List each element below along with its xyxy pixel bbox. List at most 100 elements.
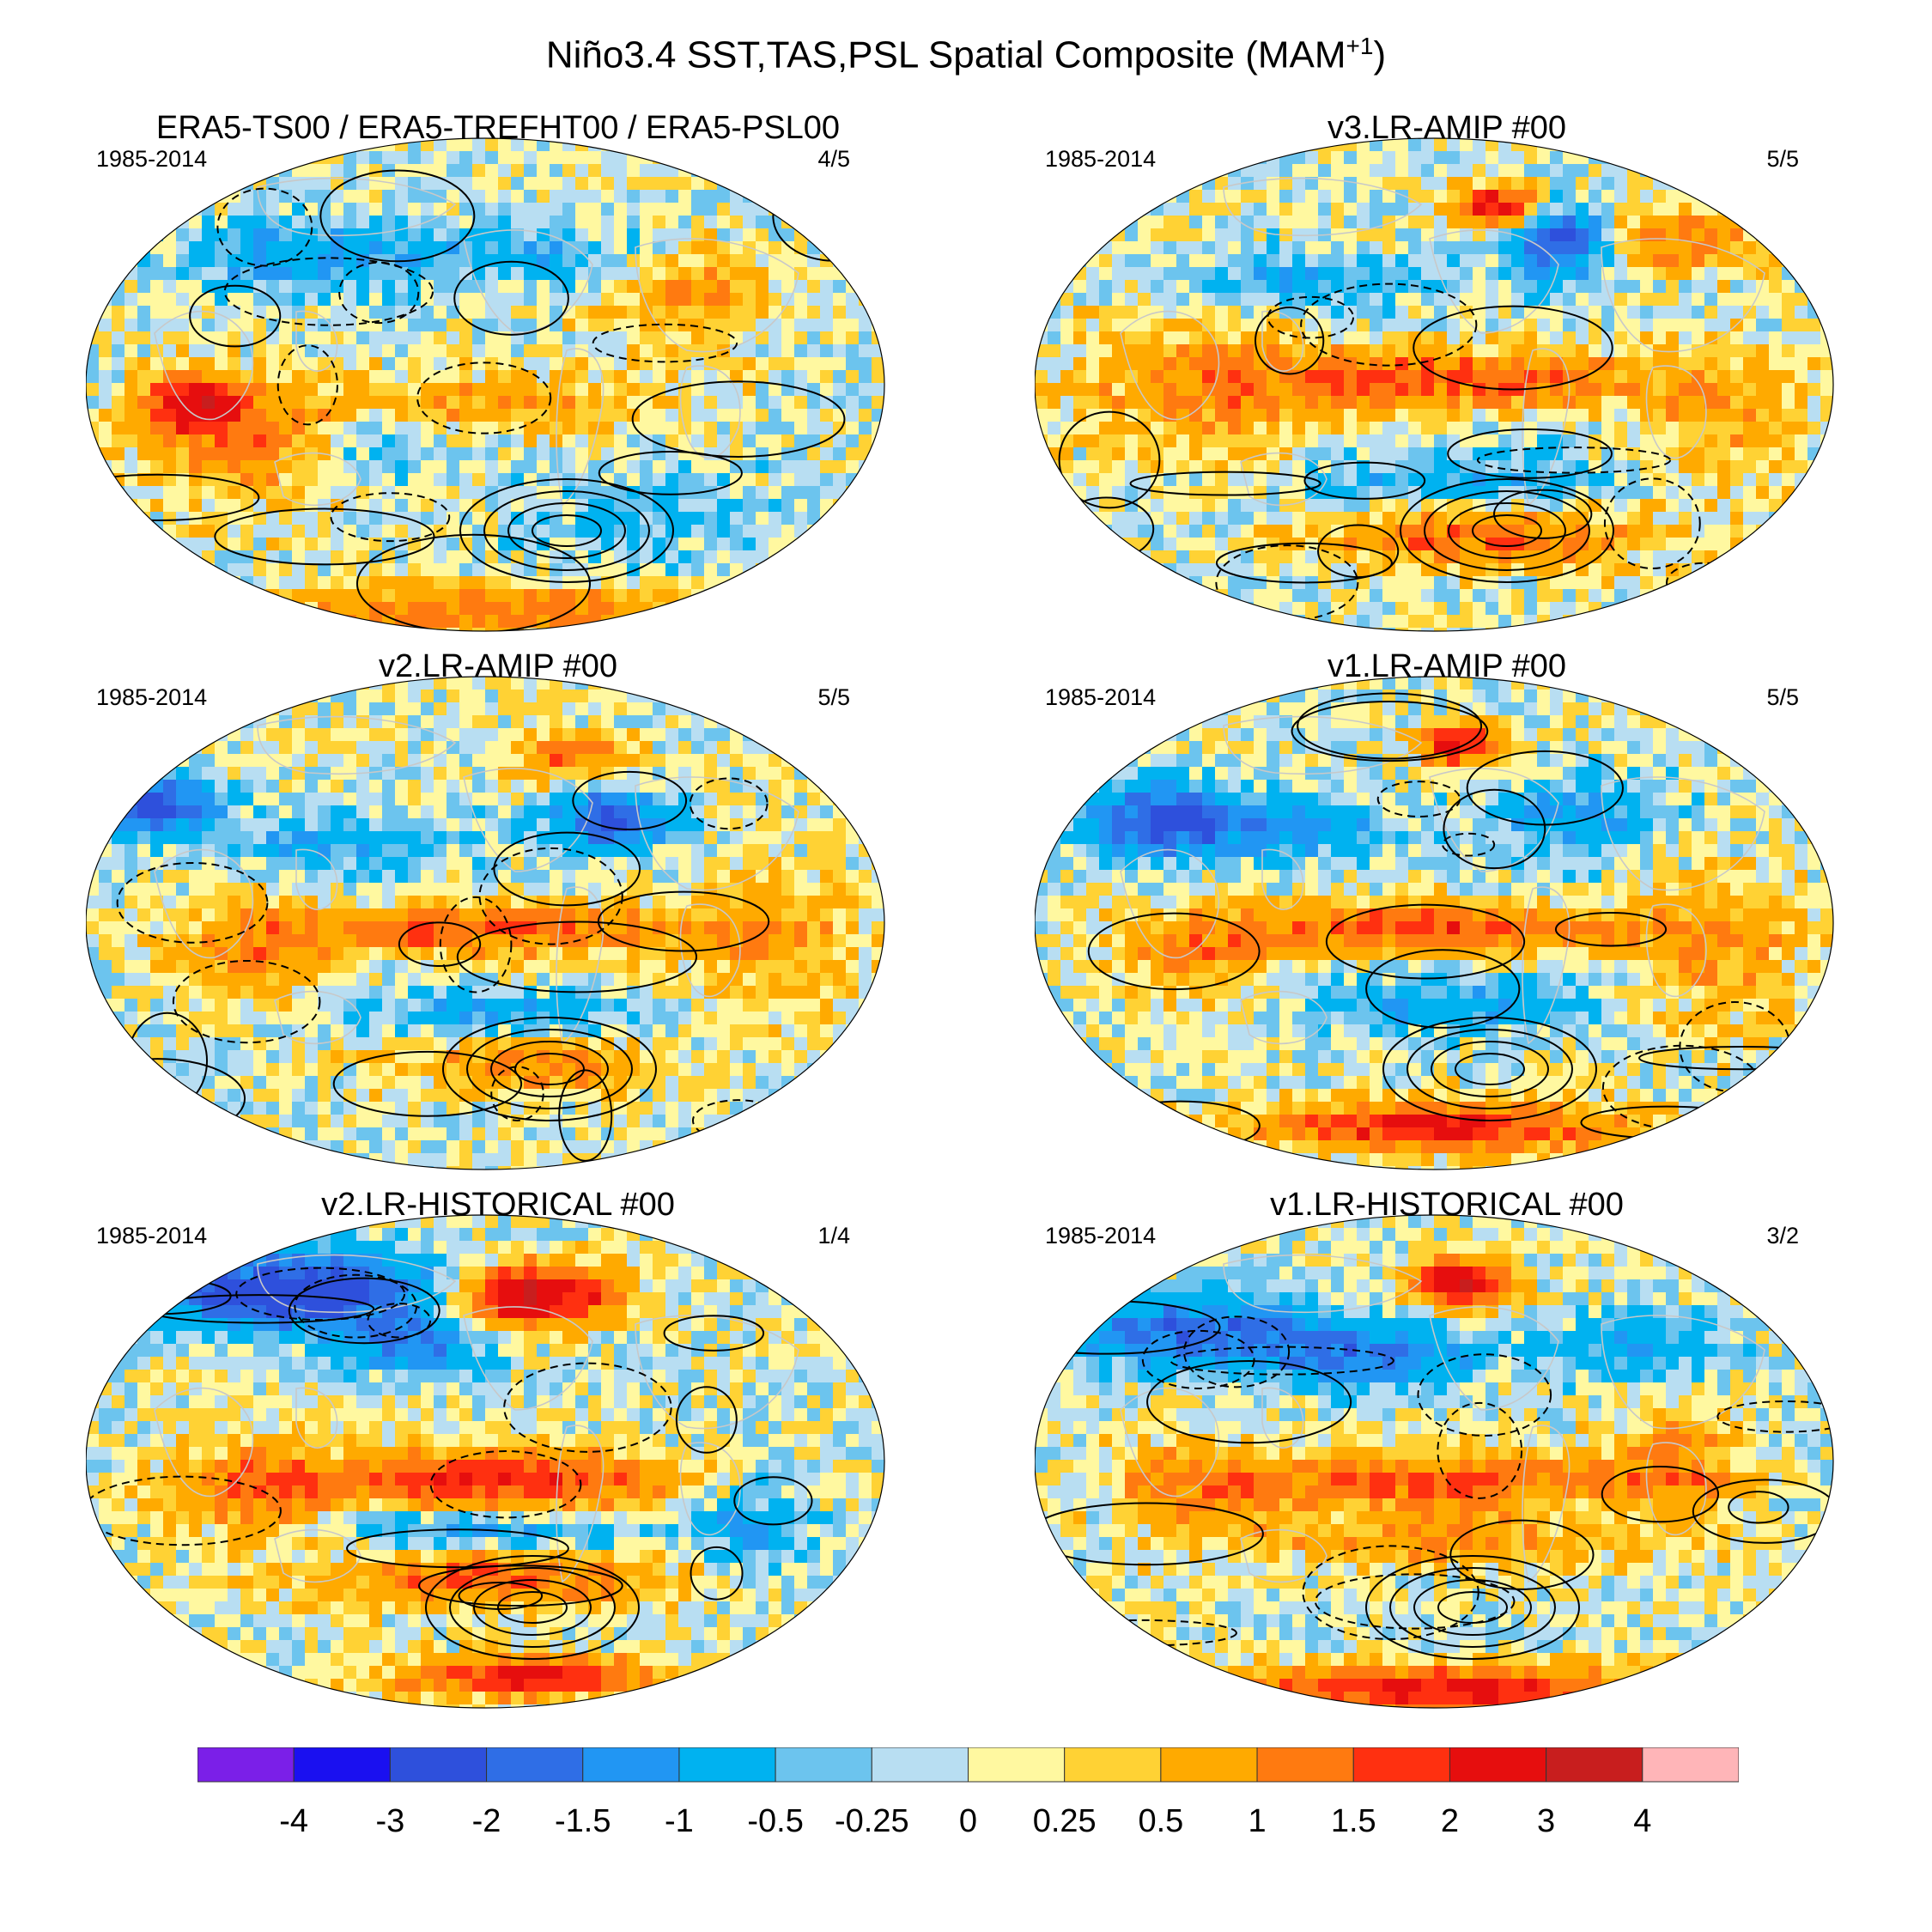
anomaly-cell — [1537, 370, 1551, 384]
anomaly-cell — [189, 254, 203, 268]
anomaly-cell — [1370, 602, 1383, 616]
anomaly-cell — [511, 857, 525, 871]
anomaly-cell — [524, 357, 538, 371]
anomaly-cell — [537, 203, 550, 216]
anomaly-cell — [253, 396, 267, 410]
anomaly-cell — [1215, 203, 1229, 216]
anomaly-cell — [1485, 254, 1499, 268]
anomaly-cell — [511, 151, 525, 165]
anomaly-cell — [781, 447, 795, 461]
anomaly-cell — [1679, 383, 1692, 397]
anomaly-cell — [137, 331, 151, 345]
anomaly-cell — [640, 741, 653, 755]
anomaly-cell — [498, 793, 512, 806]
anomaly-cell — [1254, 357, 1267, 371]
anomaly-cell — [202, 267, 216, 281]
anomaly-cell — [1511, 228, 1525, 242]
anomaly-cell — [112, 306, 125, 319]
anomaly-cell — [524, 602, 538, 616]
anomaly-cell — [1756, 254, 1770, 268]
anomaly-cell — [1473, 203, 1486, 216]
anomaly-cell — [640, 499, 653, 513]
anomaly-cell — [1704, 409, 1718, 422]
anomaly-cell — [1537, 228, 1551, 242]
psl-contour — [338, 261, 420, 325]
anomaly-cell — [575, 177, 589, 191]
anomaly-cell — [1254, 460, 1267, 474]
anomaly-cell — [137, 870, 151, 884]
anomaly-cell — [537, 344, 550, 358]
anomaly-cell — [1125, 460, 1139, 474]
anomaly-cell — [1292, 563, 1306, 577]
anomaly-cell — [691, 409, 705, 422]
anomaly-cell — [1228, 216, 1242, 229]
anomaly-cell — [769, 767, 782, 781]
anomaly-cell — [627, 306, 641, 319]
anomaly-cell — [150, 280, 164, 294]
anomaly-cell — [1357, 396, 1370, 410]
anomaly-cell — [1782, 241, 1795, 255]
anomaly-cell — [1666, 280, 1680, 294]
anomaly-cell — [1305, 331, 1319, 345]
anomaly-cell — [253, 550, 267, 564]
anomaly-cell — [408, 767, 422, 781]
anomaly-cell — [1292, 319, 1306, 332]
anomaly-cell — [833, 383, 847, 397]
anomaly-cell — [769, 780, 782, 793]
anomaly-cell — [588, 190, 602, 204]
anomaly-cell — [292, 241, 306, 255]
coastline — [1601, 238, 1765, 353]
anomaly-cell — [395, 563, 409, 577]
anomaly-cell — [163, 473, 177, 487]
anomaly-cell — [459, 138, 473, 152]
anomaly-cell — [472, 473, 486, 487]
anomaly-cell — [1653, 280, 1667, 294]
anomaly-cell — [369, 512, 383, 526]
anomaly-cell — [1679, 319, 1692, 332]
anomaly-cell — [1589, 563, 1602, 577]
anomaly-cell — [1125, 241, 1139, 255]
anomaly-cell — [678, 228, 692, 242]
anomaly-cell — [1782, 357, 1795, 371]
anomaly-cell — [1627, 550, 1641, 564]
anomaly-cell — [1692, 512, 1705, 526]
anomaly-cell — [305, 589, 319, 603]
anomaly-cell — [807, 793, 821, 806]
anomaly-cell — [537, 164, 550, 178]
panel-map — [1035, 137, 1834, 632]
anomaly-cell — [369, 589, 383, 603]
anomaly-cell — [163, 447, 177, 461]
anomaly-cell — [202, 793, 216, 806]
anomaly-cell — [1292, 267, 1306, 281]
anomaly-cell — [1640, 216, 1654, 229]
anomaly-cell — [1704, 190, 1718, 204]
anomaly-cell — [653, 331, 666, 345]
anomaly-cell — [1382, 563, 1396, 577]
anomaly-cell — [1382, 409, 1396, 422]
anomaly-cell — [678, 793, 692, 806]
anomaly-cell — [228, 216, 241, 229]
anomaly-cell — [575, 690, 589, 703]
anomaly-cell — [1563, 267, 1577, 281]
anomaly-cell — [1524, 177, 1538, 191]
anomaly-cell — [356, 409, 370, 422]
anomaly-cell — [769, 241, 782, 255]
anomaly-cell — [240, 538, 254, 551]
anomaly-cell — [1550, 357, 1564, 371]
anomaly-cell — [833, 344, 847, 358]
anomaly-cell — [511, 370, 525, 384]
anomaly-cell — [588, 499, 602, 513]
anomaly-cell — [872, 306, 884, 319]
anomaly-cell — [1550, 512, 1564, 526]
anomaly-cell — [1550, 190, 1564, 204]
anomaly-cell — [1820, 396, 1833, 410]
panel-map — [86, 137, 885, 632]
anomaly-cell — [1176, 319, 1190, 332]
anomaly-cell — [369, 241, 383, 255]
anomaly-cell — [202, 344, 216, 358]
anomaly-cell — [1279, 409, 1293, 422]
anomaly-cell — [717, 499, 731, 513]
anomaly-cell — [820, 383, 834, 397]
anomaly-cell — [1086, 409, 1100, 422]
coastline — [463, 229, 593, 334]
